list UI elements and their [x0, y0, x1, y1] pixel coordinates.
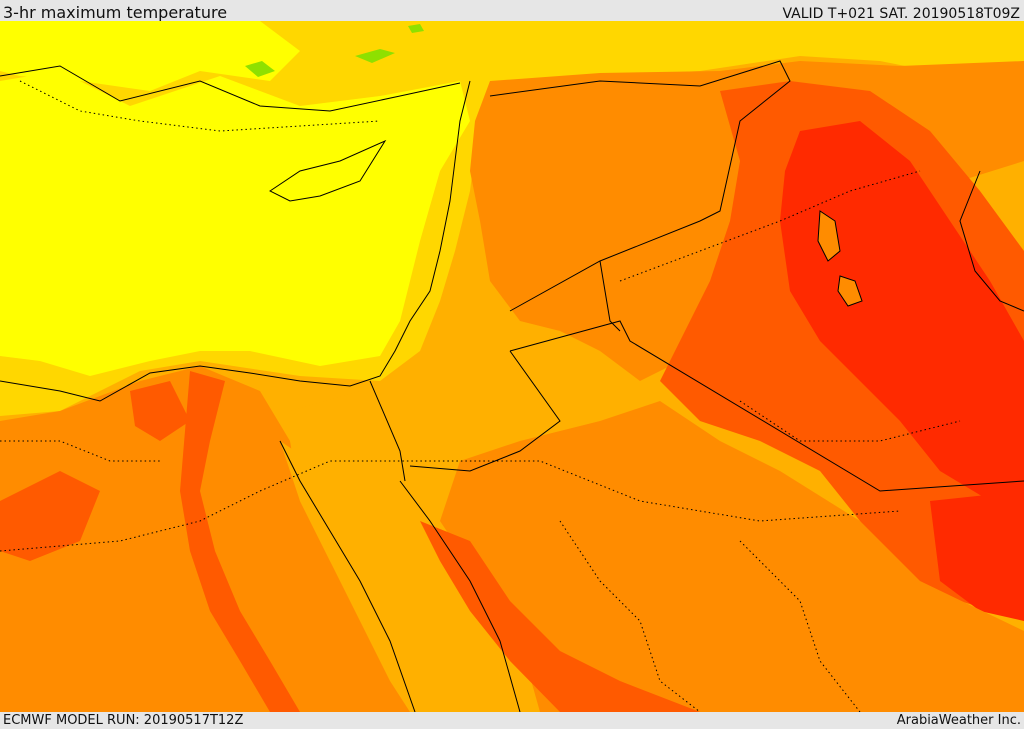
- province-line-3: [619, 170, 921, 282]
- field-gulf-hottest: [930, 491, 1024, 621]
- field-mediterranean: [0, 71, 470, 376]
- province-line-4: [739, 400, 961, 442]
- province-line-7: [0, 440, 160, 462]
- header-bar: 3-hr maximum temperature VALID T+021 SAT…: [0, 0, 1024, 22]
- border-jordan-south: [409, 350, 561, 472]
- coastline-levant: [0, 80, 471, 402]
- border-syria-iraq: [489, 60, 791, 312]
- field-egypt-hot-1: [0, 471, 100, 561]
- field-turkey-yellow: [0, 21, 300, 91]
- border-jordan: [509, 320, 1024, 492]
- country-borders: [0, 60, 1024, 712]
- coastline-turkey: [0, 65, 461, 112]
- province-line-6: [739, 540, 861, 712]
- valid-time: VALID T+021 SAT. 20190518T09Z: [782, 6, 1020, 22]
- credit-label: ArabiaWeather Inc.: [896, 713, 1021, 728]
- field-green-2: [355, 49, 395, 63]
- map-canvas: [0, 21, 1024, 712]
- border-egypt-israel: [369, 380, 406, 482]
- field-egypt-hot-2: [130, 381, 190, 441]
- coastline-cyprus: [269, 139, 387, 202]
- field-nile-hot: [180, 371, 300, 712]
- field-iraq-hottest: [780, 121, 1024, 501]
- coastline-gulf: [959, 170, 1024, 312]
- field-hejaz-hot: [420, 521, 700, 712]
- lake-razazza: [837, 275, 863, 307]
- coastline-red-sea-west: [279, 440, 416, 712]
- field-sinai: [290, 391, 400, 541]
- province-line-1: [0, 460, 901, 552]
- lake-tharthar: [817, 210, 841, 262]
- model-run-label: ECMWF MODEL RUN: 20190517T12Z: [3, 713, 244, 728]
- border-jordan-saudi: [599, 260, 621, 332]
- field-saudi-warm: [440, 401, 1024, 712]
- footer-bar: ECMWF MODEL RUN: 20190517T12Z ArabiaWeat…: [0, 712, 1024, 729]
- province-line-5: [19, 80, 381, 132]
- temperature-map[interactable]: [0, 21, 1024, 712]
- map-title: 3-hr maximum temperature: [3, 3, 228, 22]
- field-green-1: [245, 61, 275, 77]
- field-green-3: [408, 24, 424, 33]
- province-borders: [0, 80, 961, 712]
- coastline-red-sea-east: [399, 480, 521, 712]
